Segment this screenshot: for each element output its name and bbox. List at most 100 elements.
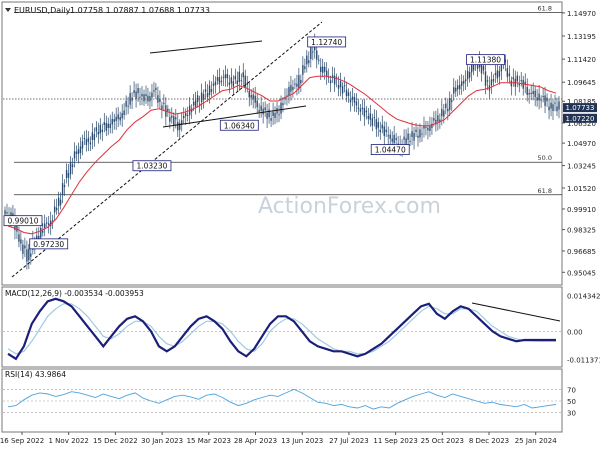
candle-body <box>79 146 82 154</box>
candle-body <box>355 101 358 106</box>
candle-body <box>286 95 288 97</box>
candle-body <box>343 85 346 87</box>
candle-body <box>117 114 119 120</box>
candle-body <box>403 136 405 140</box>
candle-body <box>214 81 217 86</box>
candle-body <box>226 74 229 79</box>
candle-body <box>204 89 207 92</box>
quote-label: 1.07758 1.07887 1.07688 1.07733 <box>70 6 210 15</box>
candle-body <box>349 99 352 103</box>
candle-body <box>242 72 244 78</box>
candle-body <box>46 222 48 224</box>
candle-body <box>55 207 58 211</box>
rsi-axis-label: 70 <box>567 386 576 394</box>
candle-body <box>218 77 221 85</box>
candle-body <box>411 131 413 137</box>
candle-body <box>26 249 28 262</box>
candle-body <box>200 92 203 103</box>
time-tick-label: 28 Apr 2023 <box>234 437 277 445</box>
candle-body <box>308 60 310 64</box>
macd-axis-label: 0.014342 <box>567 292 600 300</box>
candle-body <box>546 97 548 102</box>
candle-body <box>290 85 292 92</box>
candle-body <box>363 107 366 117</box>
candle-body <box>325 70 328 76</box>
candle-body <box>379 129 381 133</box>
annotation-box <box>29 238 69 250</box>
candle-body <box>294 83 296 85</box>
candle-body <box>506 68 509 77</box>
price-tick-label: 1.13195 <box>567 33 596 41</box>
time-axis: 16 Sep 2022 1 Nov 2022 15 Dec 2022 30 Jan 2… <box>0 432 557 445</box>
price-tick-label: 1.14970 <box>567 10 596 18</box>
candle-body <box>6 212 8 214</box>
annotation-label: 1.04470 <box>375 146 406 155</box>
candle-body <box>202 94 205 100</box>
candle-body <box>185 113 187 116</box>
candle-body <box>57 197 60 207</box>
candle-body <box>468 72 471 78</box>
candle-body <box>516 75 518 82</box>
wedge-lower-line <box>162 105 307 128</box>
candle-body <box>480 63 483 74</box>
candle-body <box>196 95 199 103</box>
candle-body <box>97 131 100 135</box>
candle-body <box>460 81 463 86</box>
candle-body <box>183 115 185 119</box>
candle-body <box>510 80 513 87</box>
candle-body <box>552 104 554 111</box>
candle-body <box>470 64 473 73</box>
candle-body <box>186 115 189 117</box>
watermark: ActionForex.com <box>258 194 441 219</box>
candle-body <box>373 117 376 119</box>
candle-body <box>284 97 286 100</box>
price-tag-box <box>563 113 597 123</box>
candle-body <box>173 116 175 125</box>
time-tick-label: 25 Oct 2023 <box>421 437 464 445</box>
candle-body <box>395 138 397 140</box>
candle-body <box>466 70 469 80</box>
price-tick-label: 1.08185 <box>567 98 596 106</box>
annotation-label: 1.03230 <box>136 162 167 171</box>
candle-body <box>123 110 125 115</box>
candle-body <box>181 120 183 125</box>
candle-body <box>347 92 350 97</box>
candle-body <box>234 75 237 80</box>
candle-body <box>95 127 98 132</box>
macd-panel-frame <box>1 286 563 368</box>
candle-body <box>139 96 141 98</box>
candle-body <box>433 118 435 121</box>
candle-body <box>321 66 324 73</box>
rsi-line <box>7 388 557 410</box>
time-tick-label: 16 Sep 2022 <box>0 437 44 445</box>
candle-body <box>228 82 231 85</box>
macd-axis-label: -0.011371 <box>567 357 600 365</box>
candle-body <box>323 66 326 72</box>
candle-body <box>135 91 137 100</box>
candle-body <box>81 141 84 149</box>
candle-body <box>157 95 159 103</box>
candle-body <box>409 140 411 142</box>
candle-body <box>429 125 431 131</box>
candle-body <box>159 98 161 103</box>
candle-body <box>125 100 127 107</box>
candle-body <box>264 107 266 111</box>
candle-body <box>149 96 151 102</box>
candle-body <box>312 51 314 53</box>
candle-body <box>36 235 38 239</box>
candle-body <box>453 87 455 94</box>
chart-header: EURUSD,Daily 1.07758 1.07887 1.07688 1.0… <box>5 6 210 15</box>
candle-body <box>127 105 129 107</box>
candle-body <box>548 106 550 111</box>
candle-body <box>61 183 64 196</box>
candle-body <box>544 95 546 106</box>
candle-body <box>10 212 12 219</box>
candle-body <box>554 102 556 104</box>
candle-body <box>292 86 294 91</box>
candle-body <box>435 119 437 125</box>
candle-body <box>111 118 113 125</box>
collapse-triangle-icon[interactable] <box>5 8 11 12</box>
candle-body <box>383 126 385 136</box>
candle-body <box>320 66 322 73</box>
annotation-label: 1.12740 <box>311 38 342 47</box>
